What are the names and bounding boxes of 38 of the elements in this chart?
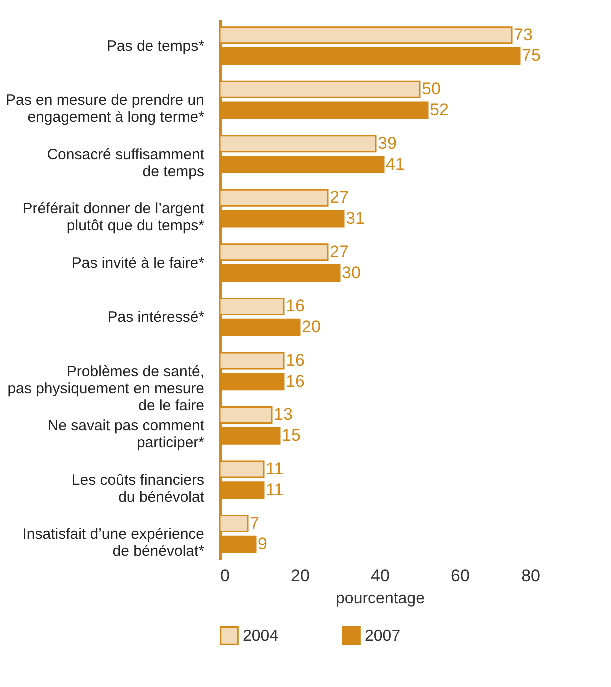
legend-label: 2007: [365, 628, 401, 645]
y-tick-label: Ne savait pas comment participer*: [48, 418, 206, 452]
x-tick-label: 40: [371, 566, 390, 586]
y-tick-label: Pas invité à le faire*: [72, 254, 205, 272]
data-label: 27: [330, 188, 349, 208]
data-label: 73: [514, 25, 533, 44]
data-label: 11: [266, 460, 284, 479]
legend-label: 2004: [243, 628, 279, 645]
data-label: 16: [286, 296, 305, 316]
data-label: 15: [282, 426, 301, 446]
x-axis-title: pourcentage: [336, 590, 426, 608]
data-label: 11: [266, 480, 284, 500]
data-label: 20: [302, 318, 321, 337]
y-tick-label: Consacré suffisamment de temps: [47, 146, 206, 180]
x-tick-label: 60: [451, 566, 470, 586]
data-label: 9: [258, 534, 268, 554]
y-tick-label: Problèmes de santé, pas physiquement en mesure de le faire: [8, 363, 204, 414]
y-tick-label: Les coûts financiers du bénévolat: [72, 472, 206, 506]
data-label: 75: [522, 46, 541, 66]
y-tick-label: Insatisfait d’une expérience de bénévolat*: [22, 526, 205, 560]
data-label: 7: [250, 514, 260, 533]
data-label: 39: [378, 134, 397, 153]
data-label: 50: [422, 80, 441, 99]
x-tick-label: 20: [291, 566, 310, 586]
data-label: 31: [346, 209, 365, 228]
data-label: 41: [386, 154, 405, 174]
data-label: 27: [330, 242, 349, 262]
y-tick-label: Pas de temps*: [106, 38, 205, 55]
data-label: 16: [286, 372, 305, 391]
y-tick-label: Pas intéressé*: [108, 309, 205, 326]
data-label: 30: [342, 263, 361, 282]
x-tick-label: 0: [220, 566, 230, 586]
data-label: 13: [274, 405, 293, 424]
data-label: 52: [430, 100, 449, 120]
y-tick-label: Préférait donner de l’argent plutôt que du temps*: [22, 200, 206, 235]
x-tick-label: 80: [522, 566, 540, 586]
y-tick-label: Pas en mesure de prendre un engagement à long terme*: [6, 92, 205, 126]
data-label: 16: [286, 350, 305, 370]
